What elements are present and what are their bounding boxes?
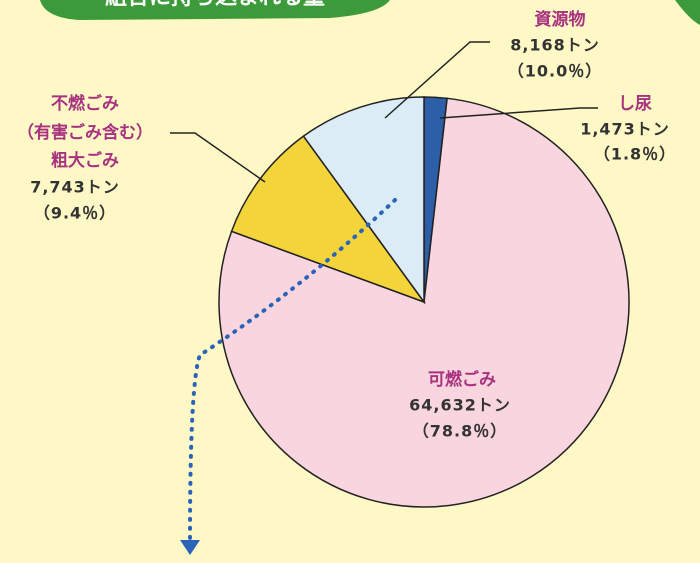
value-label: （10.0％） — [508, 62, 602, 81]
title-banner — [40, 0, 390, 20]
pie-slice — [302, 96, 425, 305]
value-label: （9.4％） — [34, 204, 116, 223]
value-label: （1.8％） — [594, 145, 676, 164]
dotted-arrow — [188, 198, 397, 542]
value-label: （78.8％） — [413, 422, 507, 441]
amount-label: 8,168トン — [510, 36, 600, 55]
category-label: 資源物 — [535, 9, 586, 30]
leader-line — [170, 132, 266, 183]
amount-label: 64,632トン — [409, 396, 511, 415]
decoration — [675, 0, 700, 25]
annotation: （有害ごみ含む） — [17, 122, 153, 143]
arrow-head — [180, 540, 200, 555]
leader-line — [439, 107, 598, 119]
amount-label: 7,743トン — [30, 178, 120, 197]
annotation: 粗大ごみ — [51, 150, 119, 171]
amount-label: 1,473トン — [580, 120, 670, 139]
category-label: し尿 — [618, 94, 652, 114]
category-label: 不燃ごみ — [51, 93, 119, 114]
chart-title: 組合に持ち込まれる量 — [105, 0, 325, 10]
leader-line — [384, 41, 490, 119]
category-label: 可燃ごみ — [428, 369, 496, 390]
